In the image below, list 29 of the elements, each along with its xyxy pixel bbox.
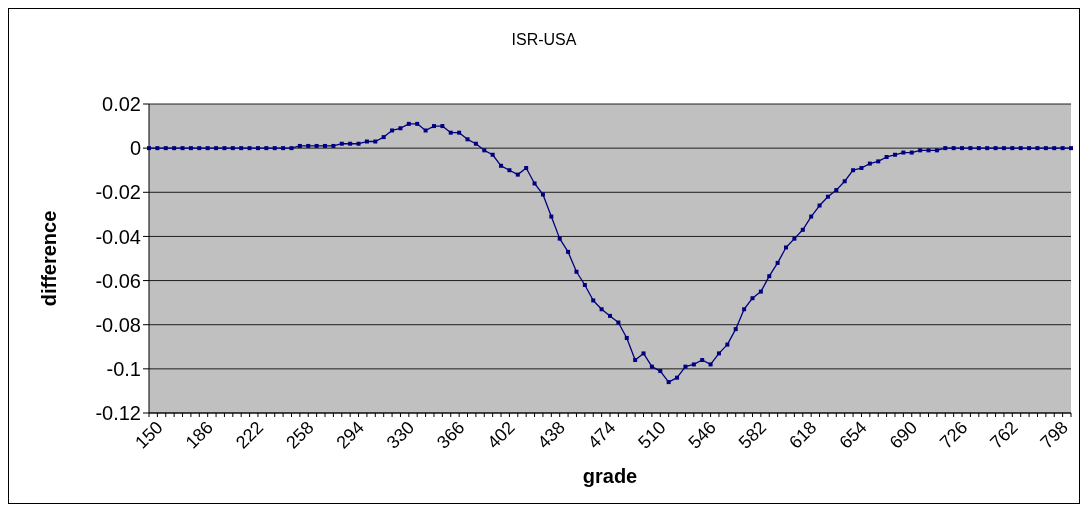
x-tick-label: 402 — [483, 417, 519, 453]
chart-title: ISR-USA — [510, 31, 578, 49]
x-tick-label: 582 — [734, 417, 771, 453]
x-tick-label: 474 — [583, 417, 620, 453]
x-tick-label: 330 — [382, 417, 419, 453]
x-tick-label: 654 — [835, 417, 871, 453]
y-tick-label: 0.02 — [102, 93, 141, 116]
x-tick-label: 798 — [1036, 417, 1072, 453]
y-tick-label: -0.08 — [95, 313, 141, 336]
y-tick-label: 0 — [129, 137, 141, 160]
x-tick-label: 726 — [935, 417, 972, 453]
x-tick-label: 294 — [332, 417, 368, 453]
x-tick-label: 366 — [433, 417, 469, 453]
x-tick-label: 222 — [231, 417, 268, 453]
x-tick-label: 186 — [181, 417, 217, 453]
y-tick-label: -0.02 — [95, 181, 141, 204]
x-tick-label: 690 — [885, 417, 922, 453]
y-axis-title: difference — [38, 210, 61, 307]
y-tick-label: -0.06 — [95, 269, 141, 292]
x-tick-label: 258 — [282, 417, 318, 453]
x-tick-label: 546 — [684, 417, 720, 453]
x-axis-title: grade — [582, 465, 638, 487]
x-tick-label: 618 — [785, 417, 821, 453]
x-tick-label: 510 — [634, 417, 670, 453]
y-tick-label: -0.12 — [95, 402, 141, 425]
y-tick-label: -0.04 — [95, 225, 141, 248]
x-tick-label: 762 — [986, 417, 1022, 453]
y-tick-label: -0.1 — [106, 357, 141, 380]
x-tick-label: 438 — [533, 417, 570, 453]
